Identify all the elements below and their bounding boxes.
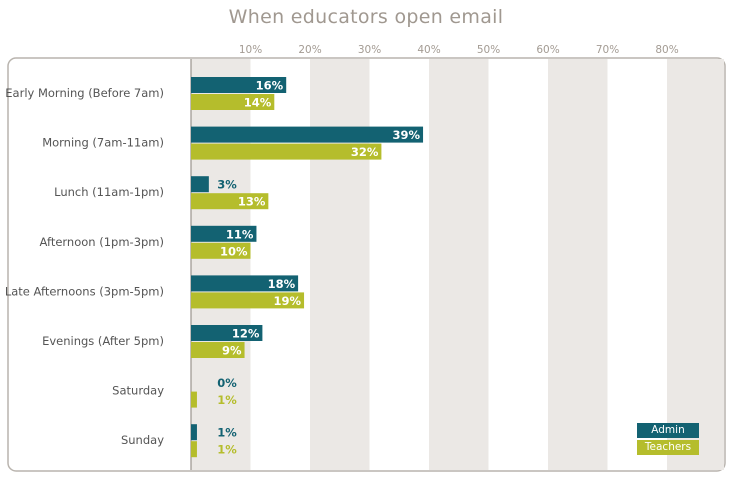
chart-title: When educators open email [228, 6, 504, 28]
bar-admin [191, 424, 197, 441]
legend-teachers: Teachers [637, 440, 699, 455]
grid-band [429, 59, 489, 470]
data-label: 1% [217, 426, 237, 440]
category-label: Evenings (After 5pm) [42, 334, 164, 348]
data-label: 16% [256, 79, 284, 93]
category-label: Saturday [112, 384, 164, 398]
bar-teachers [191, 391, 197, 408]
bar-teachers [191, 441, 197, 458]
data-label: 19% [274, 294, 302, 308]
bar-teachers [191, 94, 275, 110]
data-label: 3% [217, 178, 237, 192]
bar-teachers [191, 193, 269, 210]
data-label: 14% [244, 96, 272, 110]
data-label: 32% [351, 145, 379, 159]
x-tick-label: 30% [358, 44, 381, 56]
data-label: 1% [217, 443, 237, 457]
data-label: 11% [226, 227, 254, 241]
legend-admin: Admin [637, 423, 699, 438]
category-label: Sunday [121, 433, 164, 447]
x-tick-label: 10% [239, 44, 262, 56]
x-tick-label: 60% [536, 44, 559, 56]
bar-teachers [191, 242, 251, 259]
data-label: 18% [268, 277, 296, 291]
data-label: 10% [220, 244, 248, 258]
data-label: 39% [393, 128, 421, 142]
x-tick-label: 50% [477, 44, 500, 56]
bar-teachers [191, 342, 245, 358]
bar-teachers [191, 143, 382, 160]
category-label: Morning (7am-11am) [42, 136, 164, 150]
x-tick-label: 20% [298, 44, 321, 56]
data-label: 1% [217, 393, 237, 407]
grid-band [191, 59, 251, 470]
bar-admin [191, 77, 287, 93]
x-tick-label: 80% [655, 44, 678, 56]
x-tick-label: 40% [417, 44, 440, 56]
x-tick-label: 70% [596, 44, 619, 56]
bar-admin [191, 225, 257, 242]
category-label: Afternoon (1pm-3pm) [40, 235, 164, 249]
bar-teachers [191, 292, 305, 309]
grid-band [310, 59, 370, 470]
category-label: Early Morning (Before 7am) [5, 86, 164, 100]
data-label: 9% [222, 344, 242, 358]
bar-admin [191, 325, 263, 341]
category-label: Late Afternoons (3pm-5pm) [5, 284, 164, 298]
grid-band [548, 59, 608, 470]
data-label: 0% [217, 376, 237, 390]
bar-admin [191, 176, 209, 193]
data-label: 12% [232, 327, 260, 341]
grid-band [667, 59, 724, 470]
data-label: 13% [238, 195, 266, 209]
category-label: Lunch (11am-1pm) [54, 185, 164, 199]
bar-admin [191, 275, 299, 292]
bar-admin [191, 126, 424, 143]
